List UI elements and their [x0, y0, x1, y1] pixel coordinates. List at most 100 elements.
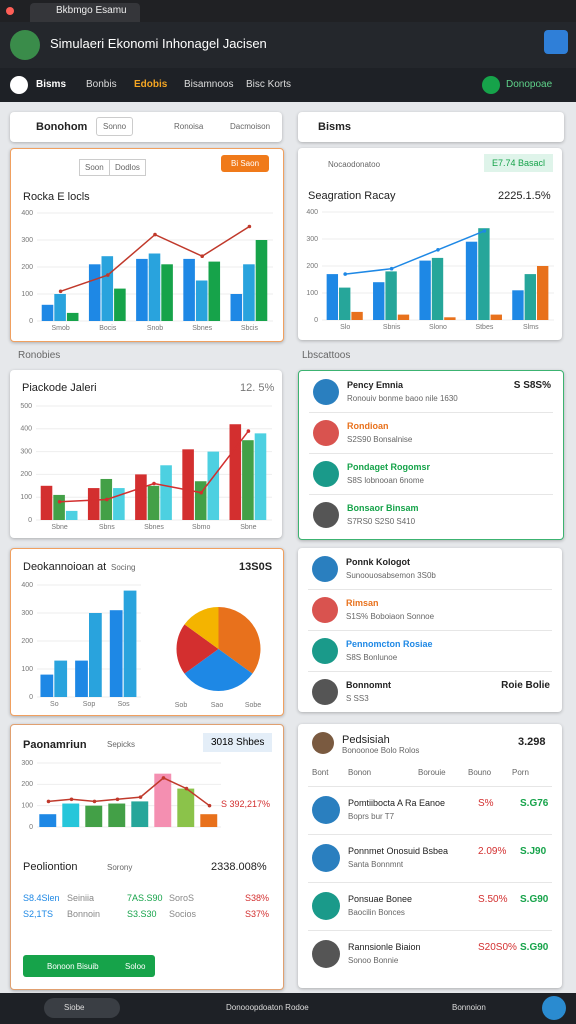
nav-bar: Bisms Bonbis Edobis Bisamnoos Bisc Korts… [0, 68, 576, 102]
footer-left[interactable]: Siobe [64, 1003, 85, 1012]
row-percent: S20S0% [478, 942, 517, 953]
panel: Deokannoioan at Socing 13S0S 0 100 200 300 4… [10, 548, 284, 716]
logo [10, 30, 40, 60]
bar [195, 280, 208, 321]
line-point [247, 224, 252, 229]
tab[interactable]: Ronoisa [174, 122, 204, 131]
bar [351, 311, 363, 320]
button[interactable]: Sonno [96, 117, 134, 136]
column-header: Borouie [418, 768, 446, 777]
search[interactable]: Nocaodonatoo [328, 160, 381, 169]
table-subtitle: Bonoonoe Bolo Rolos [342, 746, 420, 755]
bar [114, 288, 126, 321]
line-point [246, 429, 251, 433]
row-icon [312, 844, 340, 872]
toolbar-right: Bisms [298, 112, 564, 142]
chart: 0 100 200 300 [21, 760, 221, 831]
y-tick-label: 200 [306, 263, 318, 270]
line-point [69, 797, 74, 802]
row-value: S.G76 [520, 798, 549, 809]
cell: 7AS.S90 [127, 893, 163, 903]
x-tick-label: Bocis [99, 325, 117, 332]
toolbar: Bonohom Sonno Ronoisa Dacmoison [10, 112, 282, 142]
bar [54, 660, 68, 697]
summary-title: Peoliontion [23, 861, 78, 873]
line-point [152, 481, 156, 486]
pill[interactable] [44, 998, 120, 1018]
bar [123, 590, 137, 697]
x-tick-label: Slo [340, 324, 350, 331]
list: Pency Emnia Ronouiv bonme baoo nile 1630 S… [298, 370, 564, 540]
row-title: Ponnmet Onosuid Bsbea [348, 846, 449, 856]
line-point [343, 272, 347, 276]
cell: S8.4Slen [23, 893, 60, 903]
line-point [92, 799, 97, 804]
column-header: Porn [512, 768, 529, 777]
tab[interactable] [30, 3, 140, 22]
row-subtitle: Boprs bur T7 [348, 812, 395, 821]
bar [65, 510, 78, 520]
tab[interactable]: Dacmoison [230, 122, 271, 131]
button[interactable] [23, 955, 155, 977]
line-point [389, 266, 394, 271]
bar [419, 260, 431, 320]
item-subtitle: S1S% Boboiaon Sonnoe [346, 611, 435, 621]
footer-user[interactable]: Bonnoion [452, 1003, 486, 1012]
button-label[interactable]: Bonoon Bisuib [47, 962, 99, 971]
bar [101, 256, 114, 321]
x-tick-label: So [50, 701, 59, 708]
bar [536, 266, 549, 320]
item-title: Pondaget Rogomsr [347, 461, 431, 472]
footer-search[interactable]: Donooopdoaton Rodoe [226, 1003, 309, 1012]
nav-item[interactable]: Bisms [36, 79, 67, 90]
tab[interactable]: Dodlos [109, 159, 146, 176]
bar [135, 474, 147, 520]
x-tick-label: Sbmo [192, 524, 210, 531]
bar [53, 494, 65, 520]
badge: E7.74 Basacl [484, 154, 554, 172]
nav-item[interactable]: Edobis [134, 79, 168, 90]
action[interactable] [542, 996, 566, 1020]
nav-icon[interactable] [10, 76, 28, 94]
tab-title: Bkbmgo Esamu [56, 5, 127, 16]
bar [200, 814, 218, 827]
icon [312, 678, 338, 705]
bar [229, 424, 242, 520]
pie-label: Sobe [245, 702, 261, 709]
y-tick-label: 300 [21, 760, 33, 767]
line-point [115, 797, 120, 802]
y-tick-label: 0 [29, 824, 33, 831]
bar [177, 788, 195, 827]
cell: S37% [245, 909, 270, 919]
bar [397, 314, 410, 320]
divider [309, 412, 553, 413]
x-tick-label: Stbes [475, 324, 493, 331]
row-value: S.J90 [520, 846, 547, 857]
bar [490, 314, 502, 320]
nav-item[interactable]: Bonbis [86, 79, 117, 90]
line-point [207, 803, 212, 808]
chart: 0 100 200 300 400 Slo Sbnis Slono Stbes Slms [306, 209, 554, 331]
y-tick-label: 100 [21, 666, 33, 673]
summary-value: 2338.008% [211, 861, 267, 873]
y-tick-label: 200 [20, 471, 32, 478]
footer: Siobe Donooopdoaton Rodoe Bonnoion [0, 993, 576, 1024]
profile[interactable] [544, 30, 568, 54]
pie-slice [184, 607, 219, 649]
button-note[interactable]: Soloo [125, 962, 146, 971]
item-title: Rondioan [347, 420, 389, 431]
nav-item[interactable]: Bisc Korts [246, 79, 292, 90]
line-point [436, 248, 440, 252]
line-point [153, 232, 157, 237]
x-tick-label: Snob [147, 325, 163, 332]
line-point [161, 776, 166, 780]
value: 12. 5% [240, 382, 275, 394]
tab[interactable]: Soon [79, 159, 110, 176]
button[interactable]: Bi Saon [221, 155, 270, 172]
avatar [312, 732, 334, 754]
dot[interactable] [6, 7, 14, 15]
bar [131, 801, 149, 827]
bar [478, 228, 490, 320]
nav-item[interactable]: Bisamnoos [184, 79, 234, 90]
bar [75, 660, 88, 697]
